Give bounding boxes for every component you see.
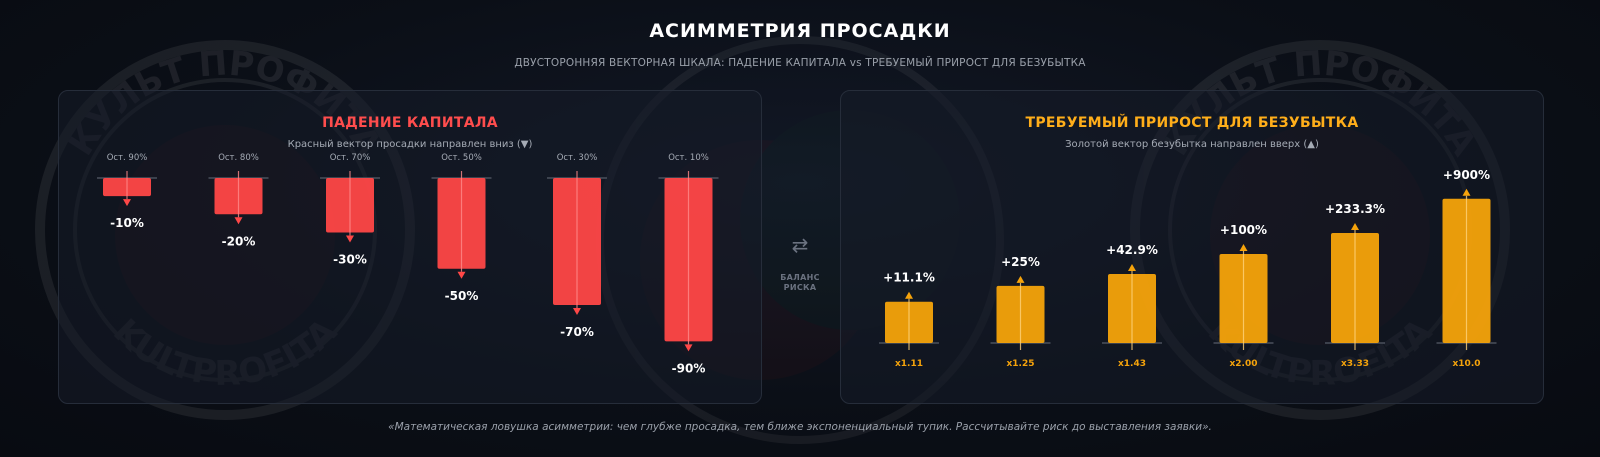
gain-value-label: +42.9% (1106, 243, 1158, 257)
gain-arrow-icon (1128, 263, 1136, 271)
gain-category-label: x1.11 (895, 359, 923, 369)
loss-arrow-icon (684, 344, 693, 352)
gain-arrow-icon (1462, 188, 1471, 196)
loss-value-label: -90% (672, 361, 706, 375)
loss-arrow-icon (457, 271, 466, 279)
gain-panel: ТРЕБУЕМЫЙ ПРИРОСТ ДЛЯ БЕЗУБЫТКА Золотой … (840, 90, 1544, 404)
loss-value-label: -20% (222, 234, 256, 248)
loss-arrow-icon (234, 217, 243, 225)
gain-arrow-icon (1351, 222, 1359, 230)
loss-panel: ПАДЕНИЕ КАПИТАЛА Красный вектор просадки… (58, 90, 762, 404)
gain-arrow-icon (1239, 243, 1248, 251)
loss-category-label: Ост. 30% (557, 153, 598, 163)
loss-panel-subtitle: Красный вектор просадки направлен вниз (… (287, 139, 533, 150)
loss-value-label: -70% (560, 325, 594, 339)
gain-category-label: x3.33 (1341, 359, 1369, 369)
loss-panel-title: ПАДЕНИЕ КАПИТАЛА (322, 115, 498, 131)
loss-category-label: Ост. 80% (218, 153, 259, 163)
loss-value-label: -50% (445, 289, 479, 303)
page-title: АСИММЕТРИЯ ПРОСАДКИ (649, 20, 951, 42)
gain-value-label: +100% (1220, 223, 1267, 237)
gain-value-label: +900% (1443, 168, 1490, 182)
balance-risk-label-line2: РИСКА (783, 283, 817, 292)
loss-category-label: Ост. 70% (330, 153, 371, 163)
page-subtitle: ДВУСТОРОННЯЯ ВЕКТОРНАЯ ШКАЛА: ПАДЕНИЕ КА… (514, 57, 1086, 69)
gain-category-label: x10.0 (1452, 359, 1480, 369)
loss-category-label: Ост. 10% (668, 153, 709, 163)
gain-panel-title: ТРЕБУЕМЫЙ ПРИРОСТ ДЛЯ БЕЗУБЫТКА (1025, 115, 1359, 131)
loss-value-label: -10% (110, 216, 144, 230)
gain-arrow-icon (905, 291, 913, 299)
loss-arrow-icon (346, 235, 354, 243)
balance-risk-label: БАЛАНС РИСКА (760, 273, 840, 293)
gain-category-label: x1.43 (1118, 359, 1146, 369)
gain-panel-subtitle: Золотой вектор безубытка направлен вверх… (1065, 139, 1319, 150)
gain-value-label: +11.1% (883, 271, 935, 285)
loss-value-label: -30% (333, 252, 367, 266)
loss-arrow-icon (573, 308, 581, 316)
gain-value-label: +25% (1001, 255, 1040, 269)
balance-risk-label-line1: БАЛАНС (780, 273, 820, 282)
swap-arrows-icon: ⇄ (791, 233, 809, 257)
gain-arrow-icon (1016, 275, 1025, 283)
gain-category-label: x1.25 (1006, 359, 1034, 369)
footer-quote: «Математическая ловушка асимметрии: чем … (388, 421, 1212, 433)
gain-category-label: x2.00 (1229, 359, 1257, 369)
loss-arrow-icon (123, 199, 131, 207)
gain-value-label: +233.3% (1325, 202, 1385, 216)
loss-category-label: Ост. 90% (107, 153, 148, 163)
loss-category-label: Ост. 50% (441, 153, 482, 163)
